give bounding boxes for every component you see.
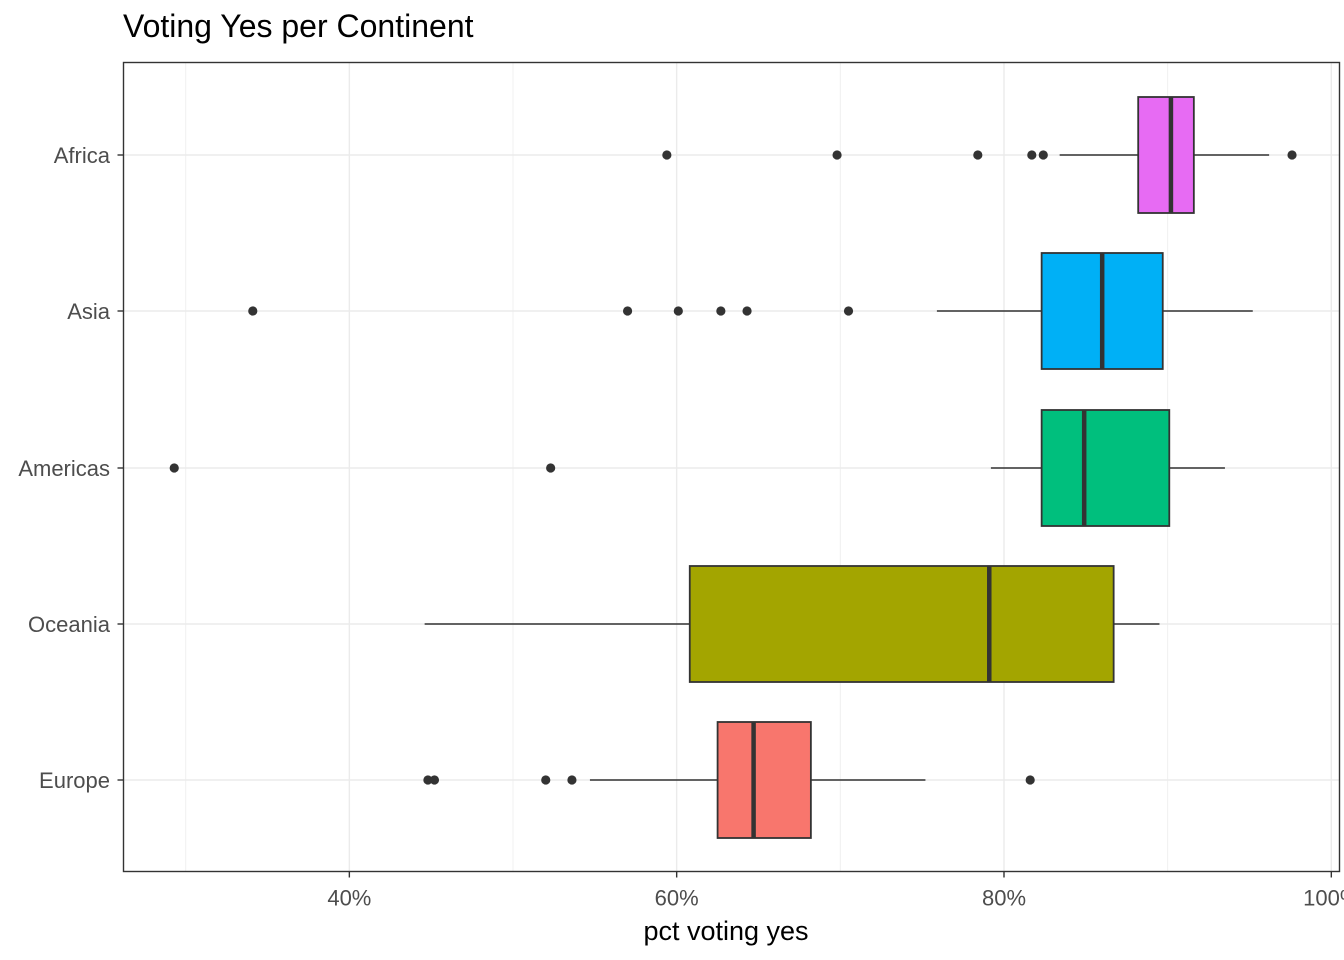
- x-axis-title: pct voting yes: [643, 916, 808, 946]
- chart-title: Voting Yes per Continent: [123, 8, 474, 44]
- outlier-point: [973, 150, 983, 160]
- boxes: [169, 96, 1297, 839]
- x-tick-label: 40%: [327, 886, 371, 911]
- outlier-point: [843, 306, 854, 316]
- box-iqr: [1137, 96, 1195, 214]
- outlier-point: [169, 463, 179, 473]
- outlier-point: [742, 306, 752, 316]
- grid-lines: [123, 62, 1340, 872]
- x-axis: 40% 60% 80% 100%: [327, 871, 1344, 911]
- y-tick-label: Americas: [18, 456, 110, 481]
- y-axis: Europe Oceania Americas Asia Africa: [18, 143, 124, 793]
- x-tick-label: 60%: [655, 886, 699, 911]
- outlier-point: [423, 775, 433, 785]
- y-tick-label: Oceania: [28, 612, 111, 637]
- outlier-point: [541, 775, 551, 785]
- box-asia: [248, 252, 1253, 370]
- outlier-point: [429, 775, 440, 785]
- outlier-point: [832, 150, 842, 160]
- x-tick-label: 80%: [982, 886, 1026, 911]
- outlier-point: [546, 463, 556, 473]
- box-europe: [423, 721, 1035, 839]
- outlier-point: [1038, 150, 1048, 160]
- box-iqr: [716, 721, 812, 839]
- y-tick-label: Africa: [54, 143, 111, 168]
- outlier-point: [1287, 150, 1297, 160]
- outlier-point: [1027, 150, 1037, 160]
- x-tick-label: 100%: [1303, 886, 1344, 911]
- outlier-point: [567, 775, 577, 785]
- plot-border: [122, 61, 1341, 873]
- box-americas: [169, 409, 1225, 527]
- outlier-point: [1025, 775, 1035, 785]
- outlier-point: [248, 306, 258, 316]
- box-iqr: [1040, 409, 1171, 527]
- y-tick-label: Asia: [67, 299, 111, 324]
- box-africa: [662, 96, 1297, 214]
- box-oceania: [424, 565, 1160, 683]
- outlier-point: [673, 306, 683, 316]
- outlier-point: [622, 306, 633, 316]
- outlier-point: [662, 150, 672, 160]
- y-tick-label: Europe: [39, 768, 110, 793]
- outlier-point: [716, 306, 726, 316]
- box-iqr: [688, 565, 1115, 683]
